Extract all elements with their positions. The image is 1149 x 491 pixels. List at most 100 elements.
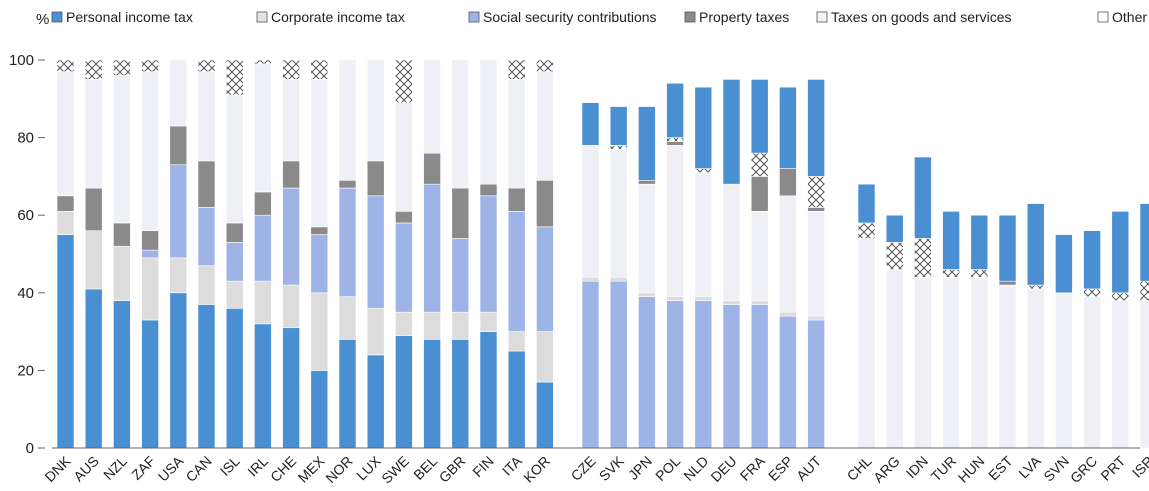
legend-label-prop: Property taxes xyxy=(699,9,789,25)
x-tick-label: GBR xyxy=(436,453,469,486)
x-tick-label: DEU xyxy=(707,453,739,485)
bar-segment-can-pit xyxy=(197,304,216,449)
bar-segment-nzl-other xyxy=(113,59,131,76)
bar-segment-irl-cit xyxy=(254,280,272,325)
bar-segment-fin-ssc xyxy=(479,195,498,313)
y-tick-label: 100 xyxy=(9,52,34,69)
bar-segment-aut-other xyxy=(807,176,825,208)
bar-segment-gbr-gs xyxy=(451,59,470,189)
bar-segment-swe-ssc xyxy=(395,222,413,313)
x-tick-label: EST xyxy=(985,452,1016,483)
x-tick-label: ARG xyxy=(870,453,903,486)
x-tick-label: HUN xyxy=(955,453,988,486)
bar-segment-nor-ssc xyxy=(338,187,357,297)
bar-segment-usa-ssc xyxy=(169,164,188,259)
bar-segment-swe-prop xyxy=(395,211,413,224)
bar-segment-zaf-prop xyxy=(141,230,159,251)
bar-segment-tur-pit xyxy=(942,211,960,270)
bar-segment-lux-prop xyxy=(366,160,385,197)
bar-segment-kor-other xyxy=(536,59,554,72)
bar-segment-svk-ssc xyxy=(609,280,628,449)
x-tick-label: DNK xyxy=(41,452,74,485)
bar-segment-can-cit xyxy=(197,265,216,305)
bar-segment-pol-other xyxy=(666,137,684,142)
bar-segment-kor-cit xyxy=(536,331,554,383)
bar-segment-zaf-pit xyxy=(141,319,159,449)
bar-segment-che-pit xyxy=(282,327,300,449)
bar-segment-nzl-gs xyxy=(113,75,131,224)
bar-segment-pol-ssc xyxy=(666,300,684,449)
bar-segment-cze-cit xyxy=(581,276,600,282)
bar-segment-nld-pit xyxy=(694,86,713,169)
bar-segment-lva-other xyxy=(1026,284,1045,290)
bar-segment-dnk-other xyxy=(56,59,75,72)
bar-segment-mex-gs xyxy=(310,79,329,228)
bar-segment-esp-ssc xyxy=(779,315,797,449)
bar-segment-cze-ssc xyxy=(581,280,600,449)
bar-segment-idn-gs xyxy=(914,276,932,449)
bar-segment-swe-cit xyxy=(395,311,413,336)
bars xyxy=(56,59,1149,449)
bar-segment-fra-prop xyxy=(750,176,769,212)
bar-segment-ita-ssc xyxy=(507,211,526,332)
bar-segment-jpn-pit xyxy=(638,106,656,181)
bar-segment-zaf-gs xyxy=(141,71,159,232)
x-tick-label: CAN xyxy=(182,453,214,485)
x-tick-label: LUX xyxy=(353,452,384,483)
bar-segment-isl-gs xyxy=(225,94,244,224)
bar-segment-svk-other xyxy=(609,145,628,150)
bar-segment-aut-cit xyxy=(807,315,825,321)
x-tick-label: MEX xyxy=(295,452,328,485)
bar-segment-isr-pit xyxy=(1139,203,1149,282)
bar-segment-gbr-pit xyxy=(451,339,470,449)
bar-segment-ita-other xyxy=(507,59,526,80)
x-tick-label: NOR xyxy=(322,453,355,486)
bar-segment-esp-gs xyxy=(779,195,797,313)
bar-segment-isr-gs xyxy=(1139,300,1149,449)
bar-segment-bel-gs xyxy=(423,59,441,154)
bar-segment-kor-gs xyxy=(536,71,554,181)
bar-segment-che-prop xyxy=(282,160,300,189)
bar-segment-can-gs xyxy=(197,71,216,162)
bar-segment-cze-pit xyxy=(581,102,600,146)
bar-segment-fin-pit xyxy=(479,331,498,449)
x-tick-label: SWE xyxy=(378,453,412,487)
bar-segment-esp-cit xyxy=(779,311,797,317)
x-tick-label: IRL xyxy=(244,453,271,480)
legend-swatch-prop xyxy=(684,11,696,23)
bar-segment-chl-gs xyxy=(857,238,876,449)
x-tick-label: AUS xyxy=(70,453,102,485)
bar-segment-pol-gs xyxy=(666,145,684,297)
bar-segment-swe-gs xyxy=(395,102,413,212)
y-tick-label: 0 xyxy=(26,440,34,457)
bar-segment-bel-pit xyxy=(423,339,441,449)
bar-segment-svn-pit xyxy=(1055,234,1073,294)
bar-segment-bel-ssc xyxy=(423,183,441,313)
x-tick-label: USA xyxy=(155,452,187,484)
bar-segment-idn-pit xyxy=(914,156,932,239)
legend-swatch-gs xyxy=(816,11,828,23)
x-tick-label: LVA xyxy=(1015,452,1044,481)
x-tick-label: CHE xyxy=(267,453,299,485)
bar-segment-ita-prop xyxy=(507,187,526,212)
bar-segment-fra-cit xyxy=(750,300,769,305)
bar-segment-aus-cit xyxy=(84,230,103,290)
bar-segment-aus-prop xyxy=(84,187,103,232)
x-tick-label: POL xyxy=(652,453,683,484)
bar-segment-est-prop xyxy=(998,280,1017,286)
bar-segment-grc-pit xyxy=(1083,230,1101,290)
x-tick-label: CZE xyxy=(568,453,599,484)
bar-segment-can-other xyxy=(197,59,216,72)
bar-segment-bel-cit xyxy=(423,311,441,340)
bar-segment-svn-gs xyxy=(1055,292,1073,449)
bar-segment-ita-cit xyxy=(507,331,526,352)
bar-segment-aut-gs xyxy=(807,211,825,317)
bar-segment-jpn-gs xyxy=(638,183,656,294)
x-tick-label: ISR xyxy=(1129,453,1149,481)
bar-segment-irl-gs xyxy=(254,63,272,193)
bar-segment-zaf-cit xyxy=(141,257,159,321)
bar-segment-isr-other xyxy=(1139,280,1149,301)
bar-segment-tur-gs xyxy=(942,276,960,449)
